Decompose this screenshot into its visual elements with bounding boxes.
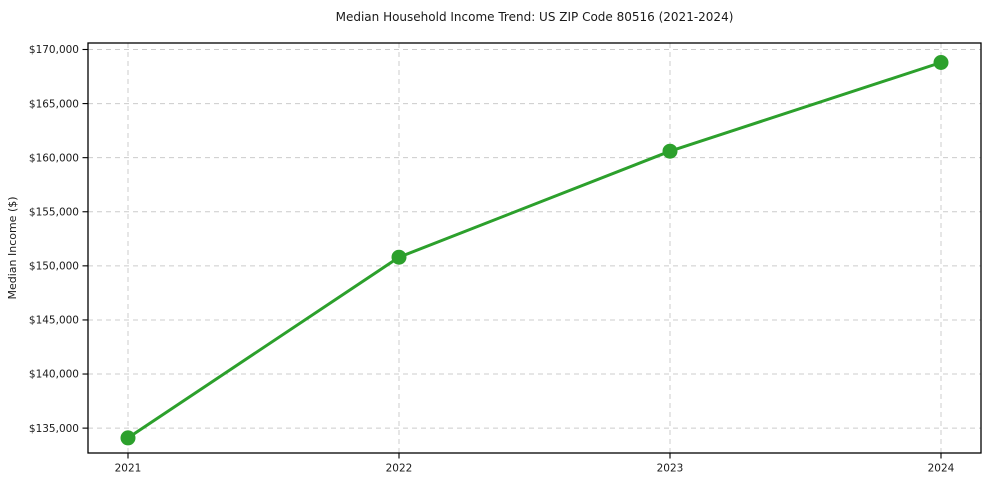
y-tick-label: $155,000 — [29, 206, 79, 218]
y-tick-label: $165,000 — [29, 98, 79, 110]
y-tick-label: $135,000 — [29, 423, 79, 435]
y-tick-label: $140,000 — [29, 369, 79, 381]
tick-label-layer: $135,000 $140,000 $145,000 $150,000 $155,000… — [29, 44, 955, 474]
chart-title: Median Household Income Trend: US ZIP Co… — [336, 10, 734, 24]
y-axis-label: Median Income ($) — [6, 196, 19, 299]
grid-layer — [88, 43, 981, 453]
x-tick-label: 2021 — [115, 463, 142, 475]
y-tick-label: $145,000 — [29, 315, 79, 327]
data-point-marker — [120, 430, 136, 446]
data-point-marker — [662, 143, 678, 159]
tick-layer — [82, 48, 942, 459]
x-tick-label: 2022 — [386, 463, 413, 475]
y-tick-label: $160,000 — [29, 152, 79, 164]
y-tick-label: $150,000 — [29, 261, 79, 273]
y-tick-label: $170,000 — [29, 44, 79, 56]
data-point-markers — [120, 55, 949, 446]
income-trend-line — [126, 61, 943, 440]
data-point-marker — [391, 249, 407, 265]
plot-border — [87, 42, 982, 454]
x-tick-label: 2023 — [657, 463, 684, 475]
data-point-marker — [933, 55, 949, 70]
x-tick-label: 2024 — [928, 463, 955, 475]
